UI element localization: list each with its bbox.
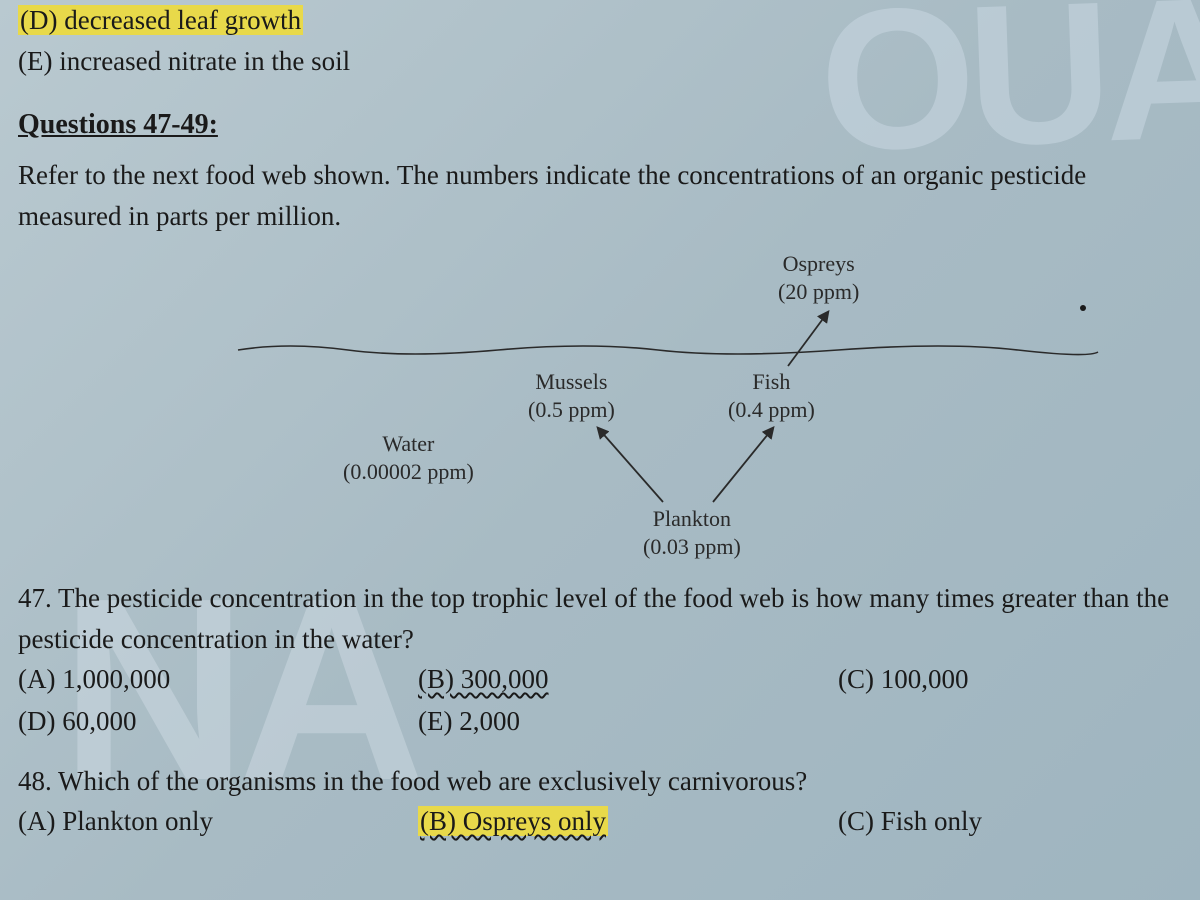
node-water-label: Water [382,431,434,456]
node-mussels-label: Mussels [535,369,607,394]
q47-text: 47. The pesticide concentration in the t… [18,578,1182,659]
node-fish-label: Fish [752,369,790,394]
node-fish: Fish (0.4 ppm) [728,368,815,423]
node-water: Water (0.00002 ppm) [343,430,474,485]
edge-plankton-mussels [598,428,663,502]
q47-opt-c[interactable]: (C) 100,000 [838,659,969,701]
node-ospreys-value: (20 ppm) [778,279,859,304]
node-fish-value: (0.4 ppm) [728,397,815,422]
section-header: Questions 47-49: [18,109,1182,141]
q48-opt-b[interactable]: (B) Ospreys only [418,801,838,843]
q47-opt-d[interactable]: (D) 60,000 [18,701,418,743]
node-plankton: Plankton (0.03 ppm) [643,505,741,560]
node-mussels: Mussels (0.5 ppm) [528,368,615,423]
prev-option-d-text: (D) decreased leaf growth [18,5,303,35]
q48-opt-b-text: (B) Ospreys only [418,806,608,836]
q47-options-row2: (D) 60,000 (E) 2,000 [18,701,1182,743]
q48-options-row1: (A) Plankton only (B) Ospreys only (C) F… [18,801,1182,843]
node-plankton-value: (0.03 ppm) [643,534,741,559]
q48-text: 48. Which of the organisms in the food w… [18,761,1182,802]
q48-opt-c[interactable]: (C) Fish only [838,801,982,843]
prev-option-e: (E) increased nitrate in the soil [18,41,1182,82]
prev-option-d: (D) decreased leaf growth [18,0,1182,41]
food-web-diagram: Ospreys (20 ppm) Mussels (0.5 ppm) Fish … [218,250,1118,560]
q48-opt-a[interactable]: (A) Plankton only [18,801,418,843]
node-ospreys-label: Ospreys [783,251,855,276]
edge-plankton-fish [713,428,773,502]
node-mussels-value: (0.5 ppm) [528,397,615,422]
stray-dot [1080,305,1086,311]
q47-opt-a[interactable]: (A) 1,000,000 [18,659,418,701]
q47-opt-b[interactable]: (B) 300,000 [418,659,838,701]
edge-fish-ospreys [788,312,828,366]
q47-opt-e[interactable]: (E) 2,000 [418,701,838,743]
q47-options-row1: (A) 1,000,000 (B) 300,000 (C) 100,000 [18,659,1182,701]
node-ospreys: Ospreys (20 ppm) [778,250,859,305]
node-water-value: (0.00002 ppm) [343,459,474,484]
q47-opt-b-text: (B) 300,000 [418,664,549,694]
node-plankton-label: Plankton [653,506,731,531]
waterline [238,346,1098,355]
intro-text: Refer to the next food web shown. The nu… [18,155,1182,236]
